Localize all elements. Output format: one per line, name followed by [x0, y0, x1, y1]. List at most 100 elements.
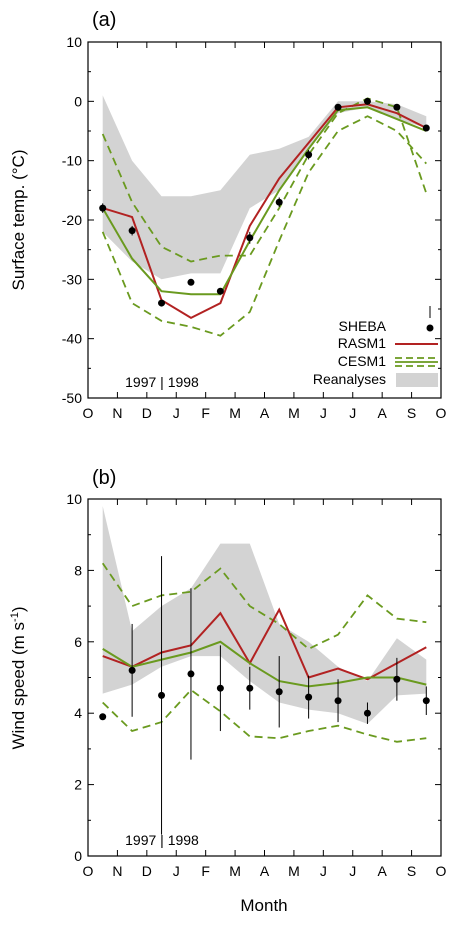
period-label: 1997 | 1998: [125, 832, 199, 848]
y-tick-label: -50: [62, 390, 82, 406]
x-tick-label: O: [436, 405, 447, 421]
sheba-point: [158, 299, 166, 307]
legend-reanalyses-swatch: [396, 373, 438, 387]
y-axis-label-close: ): [9, 607, 28, 613]
y-tick-label: 8: [74, 562, 82, 578]
sheba-point: [393, 103, 401, 111]
y-axis-label: Wind speed (m s-1): [9, 607, 28, 750]
legend-label-sheba: SHEBA: [339, 318, 387, 334]
x-tick-label: N: [112, 863, 122, 879]
y-axis-label-superscript: -1: [9, 612, 21, 622]
x-tick-label: A: [377, 863, 387, 879]
sheba-points: [99, 97, 430, 307]
y-tick-label: 4: [74, 705, 82, 721]
sheba-point: [363, 709, 371, 717]
reanalyses-band-area: [102, 95, 427, 280]
model-lines: [102, 607, 427, 688]
x-tick-label: A: [260, 405, 270, 421]
sheba-point: [216, 684, 224, 692]
sheba-point: [246, 234, 254, 242]
sheba-point: [187, 278, 195, 286]
model-lines: [101, 103, 427, 320]
y-tick-label: 0: [74, 848, 82, 864]
x-tick-label: M: [229, 863, 241, 879]
y-axis-label-main: Wind speed (m s: [9, 622, 28, 750]
legend-label-cesm1: CESM1: [338, 353, 386, 369]
y-tick-label: 10: [66, 34, 82, 50]
legend-label-rasm1: RASM1: [338, 335, 386, 351]
sheba-point: [216, 287, 224, 295]
y-tick-label: -20: [62, 212, 82, 228]
panel-label: (b): [92, 467, 116, 489]
sheba-point: [334, 103, 342, 111]
x-tick-label: O: [83, 405, 94, 421]
sheba-point: [158, 691, 166, 699]
x-tick-label: J: [173, 405, 180, 421]
panel-a-surface-temperature: -50 -40 -30 -20 -10 0 10 O N D J F M A M J J A S O (a) Sur…: [9, 9, 447, 421]
y-axis-ticks: -50 -40 -30 -20 -10 0 10: [62, 34, 441, 406]
y-tick-label: 2: [74, 777, 82, 793]
y-tick-label: 6: [74, 634, 82, 650]
cesm1-range-lines: [101, 562, 427, 743]
sheba-point: [128, 227, 136, 235]
x-tick-label: F: [201, 863, 210, 879]
x-tick-label: M: [229, 405, 241, 421]
sheba-point: [275, 198, 283, 206]
x-tick-label: J: [349, 863, 356, 879]
cesm1-line: [102, 640, 427, 688]
cesm1-upper-dashed-line: [101, 562, 427, 650]
x-tick-label: J: [349, 405, 356, 421]
y-tick-label: -30: [62, 271, 82, 287]
cesm1-line: [101, 106, 427, 296]
x-tick-label: O: [83, 863, 94, 879]
x-tick-label: D: [142, 863, 152, 879]
panel-b-wind-speed: 0 2 4 6 8 10 O N D J F M A M J J A S O (b) Wind speed (m …: [9, 467, 447, 915]
sheba-point: [187, 670, 195, 678]
sheba-point: [246, 684, 254, 692]
x-tick-label: M: [288, 863, 300, 879]
y-tick-label: 10: [66, 491, 82, 507]
cesm1-range-lines: [101, 97, 428, 337]
sheba-point: [305, 693, 313, 701]
sheba-point: [99, 713, 107, 721]
x-tick-label: S: [407, 863, 416, 879]
x-tick-label: S: [407, 405, 416, 421]
x-tick-label: D: [142, 405, 152, 421]
sheba-point: [422, 124, 430, 132]
x-tick-label: F: [201, 405, 210, 421]
x-tick-label: J: [320, 405, 327, 421]
panel-label: (a): [92, 9, 116, 31]
sheba-point: [275, 688, 283, 696]
sheba-point: [305, 151, 313, 159]
sheba-point: [422, 697, 430, 705]
y-tick-label: 0: [74, 93, 82, 109]
sheba-point: [393, 675, 401, 683]
legend: SHEBA RASM1 CESM1 Reanalyses: [313, 306, 438, 387]
x-tick-label: N: [112, 405, 122, 421]
cesm1-lower-dashed-line: [101, 115, 427, 337]
period-label: 1997 | 1998: [125, 374, 199, 390]
x-axis-label: Month: [240, 896, 287, 915]
y-axis-ticks: 0 2 4 6 8 10: [66, 491, 441, 864]
x-tick-label: J: [173, 863, 180, 879]
y-axis-label: Surface temp. (°C): [9, 150, 28, 291]
sheba-point: [99, 204, 107, 212]
cesm1-upper-dashed-line: [101, 97, 428, 263]
reanalyses-band: [102, 95, 427, 280]
sheba-point: [334, 697, 342, 705]
y-tick-label: -40: [62, 331, 82, 347]
cesm1-lower-dashed-line: [102, 688, 427, 743]
sheba-point: [363, 97, 371, 105]
x-tick-label: A: [260, 863, 270, 879]
legend-label-reanalyses: Reanalyses: [313, 371, 386, 387]
legend-sheba-marker: [426, 324, 434, 332]
x-tick-label: J: [320, 863, 327, 879]
x-tick-label: A: [377, 405, 387, 421]
sheba-points: [99, 556, 430, 835]
x-tick-label: M: [288, 405, 300, 421]
x-tick-label: O: [436, 863, 447, 879]
sheba-point: [128, 666, 136, 674]
